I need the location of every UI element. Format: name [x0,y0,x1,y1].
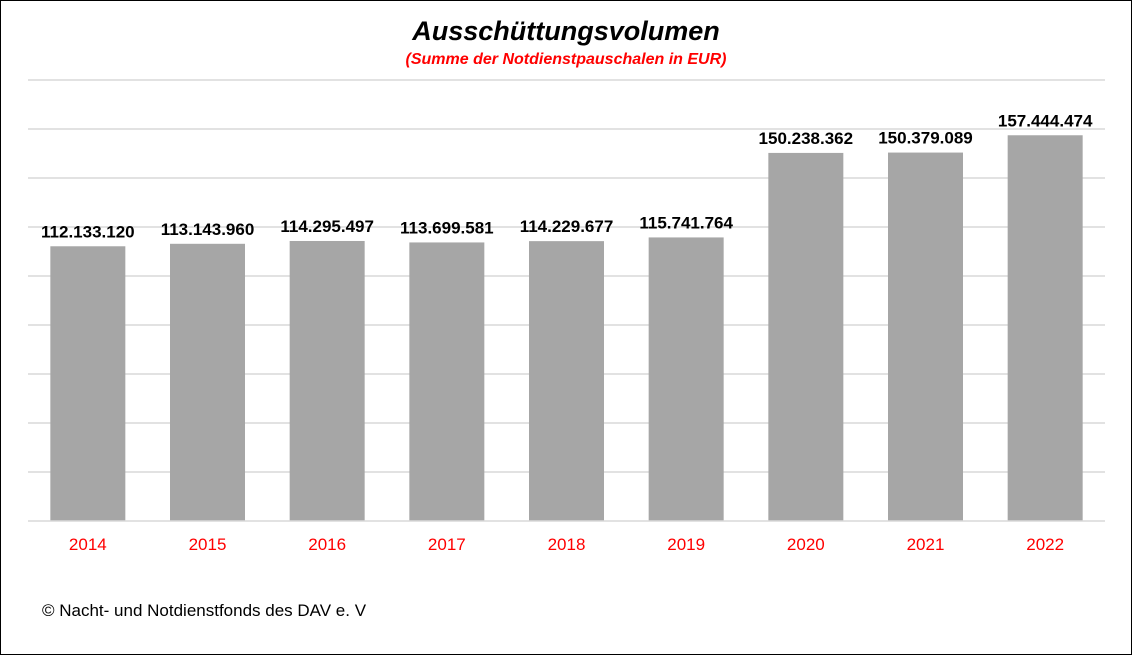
x-tick-label-2019: 2019 [667,535,705,554]
chart-title: Ausschüttungsvolumen [412,16,720,46]
data-label-2015: 113.143.960 [161,220,255,239]
bar-2019 [648,237,724,521]
x-tick-label-2017: 2017 [428,535,466,554]
x-tick-label-2020: 2020 [787,535,825,554]
data-label-2021: 150.379.089 [878,129,973,148]
x-tick-label-2018: 2018 [548,535,586,554]
data-label-2020: 150.238.362 [759,129,854,148]
data-label-2022: 157.444.474 [998,111,1093,130]
data-label-2017: 113.699.581 [400,218,494,237]
bar-2016 [289,240,365,522]
x-tick-label-2016: 2016 [308,535,346,554]
x-tick-label-2021: 2021 [907,535,945,554]
x-tick-label-2014: 2014 [69,535,107,554]
bar-2022 [1007,135,1083,521]
bar-2014 [50,246,126,521]
x-tick-label-2015: 2015 [189,535,227,554]
bar-2017 [409,242,485,521]
copyright-footer: © Nacht- und Notdienstfonds des DAV e. V [42,601,367,620]
data-label-2014: 112.133.120 [41,222,135,241]
x-tick-label-2022: 2022 [1026,535,1064,554]
chart-subtitle: (Summe der Notdienstpauschalen in EUR) [405,51,727,68]
data-label-2019: 115.741.764 [639,213,733,232]
bar-2020 [768,152,844,521]
data-label-2018: 114.229.677 [520,217,614,236]
bar-2015 [170,243,245,521]
bar-2018 [529,241,604,521]
bar-2021 [888,152,963,521]
data-label-2016: 114.295.497 [280,217,374,236]
